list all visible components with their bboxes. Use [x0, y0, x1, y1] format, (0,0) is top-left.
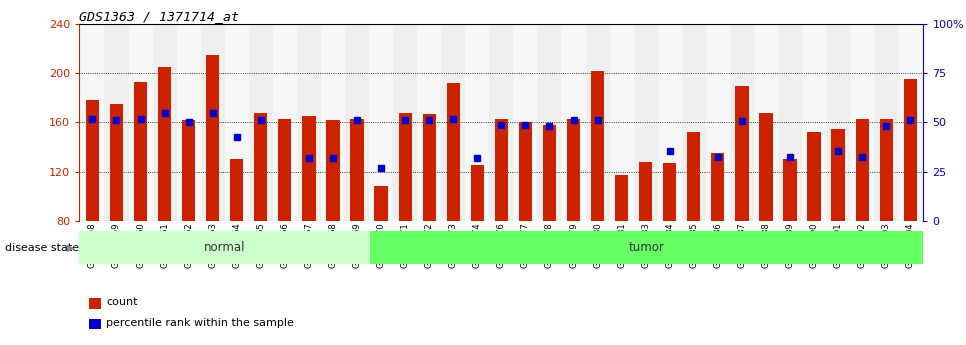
Bar [177, 24, 201, 221]
Bar [706, 24, 730, 221]
Text: disease state: disease state [5, 243, 79, 253]
Bar [278, 119, 292, 221]
Bar [832, 129, 844, 221]
Bar [351, 119, 363, 221]
Text: count: count [106, 297, 138, 307]
Bar [567, 119, 581, 221]
Bar [826, 24, 850, 221]
Bar [272, 24, 297, 221]
Bar [903, 79, 917, 221]
Bar [134, 82, 147, 221]
Bar [369, 24, 393, 221]
Bar [225, 24, 249, 221]
Bar [759, 112, 773, 221]
Bar [206, 55, 219, 221]
Text: normal: normal [204, 241, 245, 254]
Bar [687, 132, 700, 221]
Bar [808, 132, 821, 221]
Bar [441, 24, 466, 221]
Bar [128, 24, 153, 221]
Bar [682, 24, 706, 221]
Bar [254, 112, 268, 221]
Bar [735, 86, 749, 221]
Bar [399, 112, 412, 221]
Bar [182, 120, 195, 221]
Bar [658, 24, 682, 221]
Bar [561, 24, 585, 221]
Text: percentile rank within the sample: percentile rank within the sample [106, 318, 294, 327]
Bar [321, 24, 345, 221]
Bar [711, 153, 724, 221]
Bar [422, 114, 436, 221]
Bar [417, 24, 441, 221]
Bar [591, 71, 604, 221]
Bar [898, 24, 923, 221]
Bar [327, 120, 340, 221]
Bar [345, 24, 369, 221]
Bar [663, 163, 676, 221]
Bar [495, 119, 508, 221]
Bar [585, 24, 610, 221]
Bar [104, 24, 128, 221]
Text: ▶: ▶ [67, 243, 74, 253]
Bar [201, 24, 225, 221]
Text: tumor: tumor [629, 241, 665, 254]
Bar [302, 116, 316, 221]
Bar [634, 24, 658, 221]
Bar [730, 24, 753, 221]
Bar [249, 24, 272, 221]
Bar [80, 24, 104, 221]
Bar [110, 104, 123, 221]
Bar [850, 24, 874, 221]
Bar [490, 24, 513, 221]
Bar [856, 119, 868, 221]
Bar [86, 100, 99, 221]
Bar [375, 186, 387, 221]
Bar [466, 24, 490, 221]
Text: GDS1363 / 1371714_at: GDS1363 / 1371714_at [79, 10, 240, 23]
Bar [297, 24, 321, 221]
Bar [79, 231, 370, 264]
Bar [470, 166, 484, 221]
Bar [874, 24, 898, 221]
Bar [513, 24, 537, 221]
Bar [543, 125, 556, 221]
Bar [639, 162, 652, 221]
Bar [153, 24, 177, 221]
Bar [158, 67, 171, 221]
Bar [446, 83, 460, 221]
Bar [880, 119, 893, 221]
Bar [783, 159, 797, 221]
Bar [778, 24, 802, 221]
Bar [802, 24, 826, 221]
Bar [393, 24, 417, 221]
Bar [753, 24, 778, 221]
Bar [615, 175, 628, 221]
Bar [610, 24, 634, 221]
Bar [537, 24, 561, 221]
Bar [519, 122, 532, 221]
Bar [370, 231, 923, 264]
Bar [230, 159, 243, 221]
